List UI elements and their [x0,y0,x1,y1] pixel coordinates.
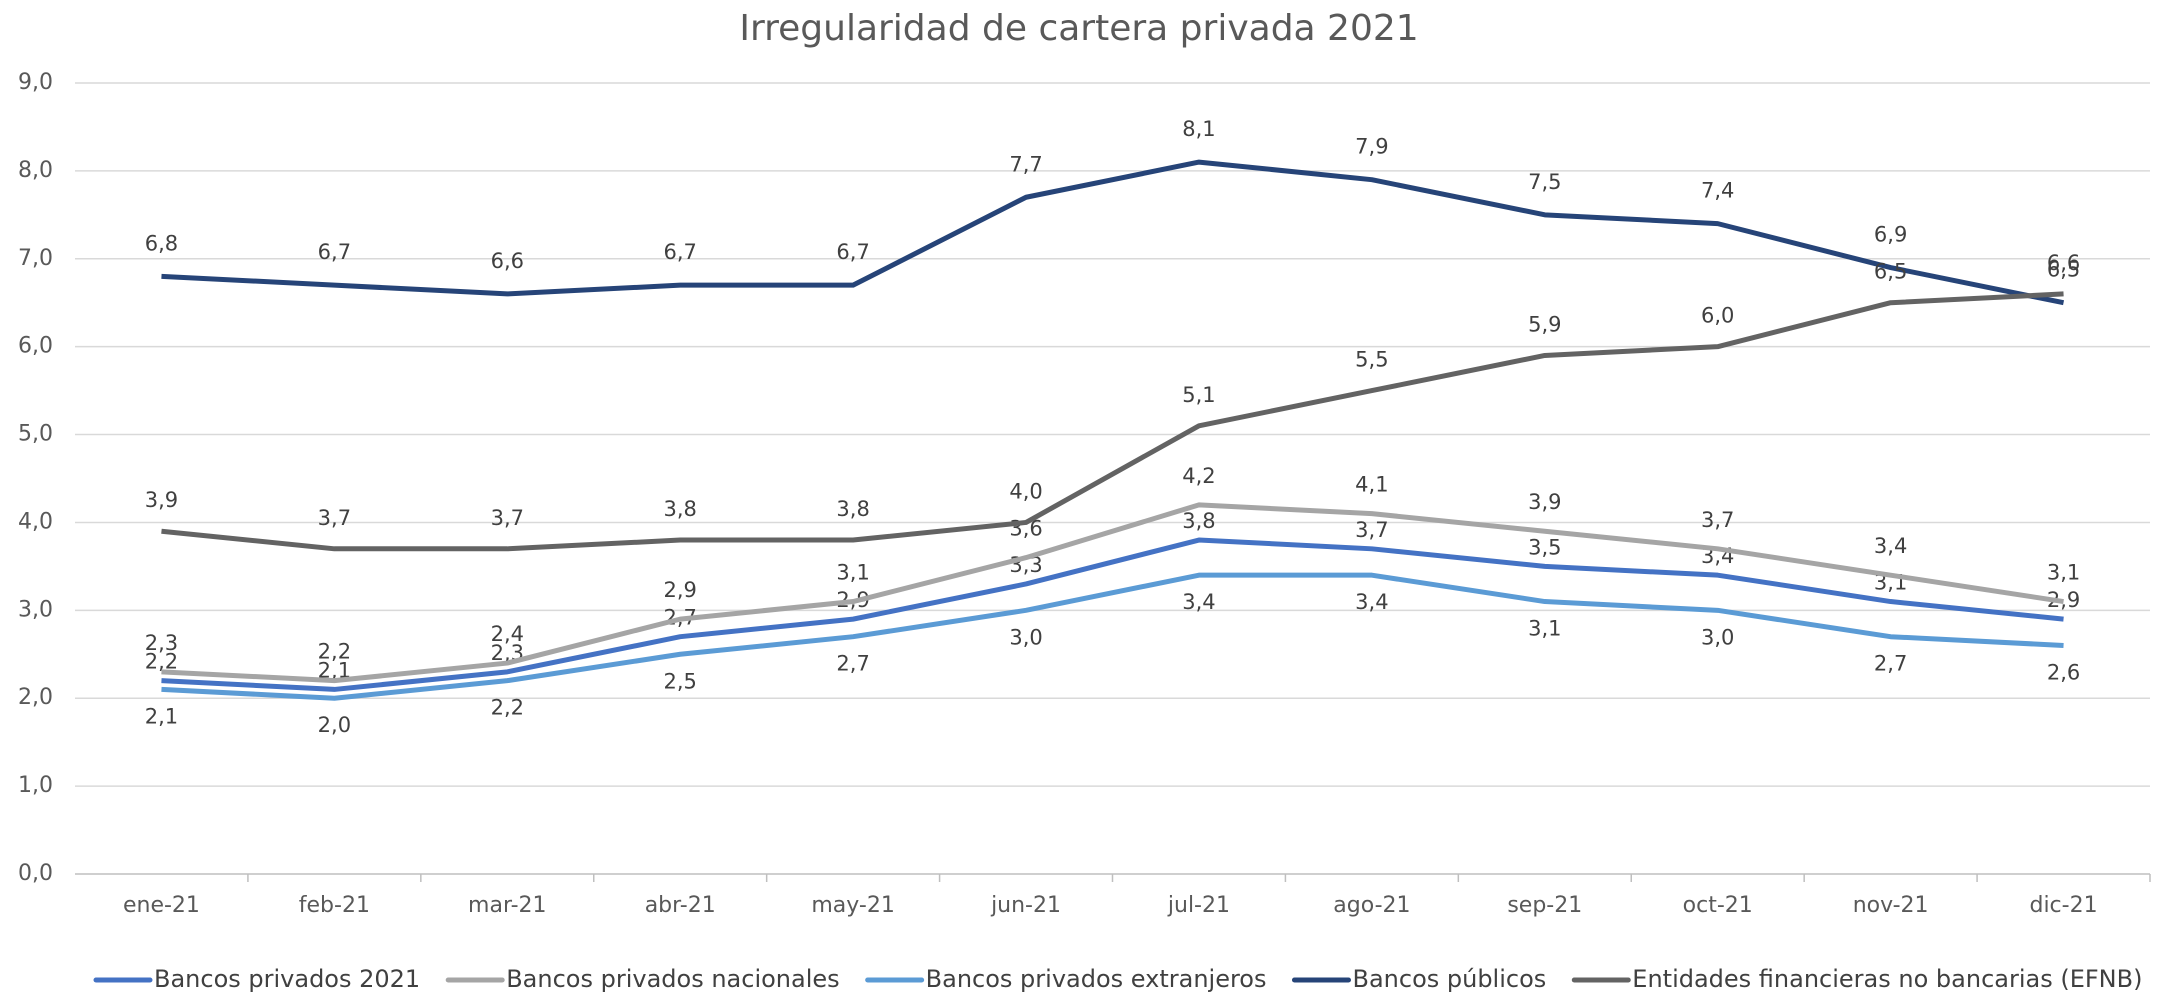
legend-label: Bancos privados nacionales [506,965,839,993]
data-label: 2,5 [664,669,697,693]
data-label: 3,7 [1355,518,1388,542]
series-line [161,572,2064,701]
data-label: 5,9 [1528,312,1561,336]
series-line [161,291,2064,552]
data-label: 7,7 [1009,152,1042,176]
data-label: 6,5 [2047,258,2080,282]
data-label: 2,4 [491,622,524,646]
series-line [161,502,2064,684]
data-label: 6,5 [1874,260,1907,284]
legend-label: Bancos privados extranjeros [926,965,1267,993]
x-tick-label: mar-21 [468,893,546,918]
data-label: 3,1 [836,561,869,585]
data-label: 3,1 [2047,561,2080,585]
legend-label: Bancos privados 2021 [154,965,420,993]
x-tick-label: feb-21 [299,893,370,918]
data-label: 3,4 [1182,590,1215,614]
data-label: 6,7 [318,240,351,264]
y-tick-label: 6,0 [18,334,53,359]
series-line [161,537,2064,692]
x-tick-label: jun-21 [990,893,1061,918]
data-label: 5,5 [1355,348,1388,372]
data-label: 4,2 [1182,464,1215,488]
data-label: 6,7 [836,240,869,264]
y-tick-label: 0,0 [18,861,53,886]
series-line [161,159,2065,306]
chart-title: Irregularidad de cartera privada 2021 [739,8,1418,49]
data-label: 8,1 [1182,117,1215,141]
x-tick-label: abr-21 [645,893,716,918]
data-label: 7,9 [1355,135,1388,159]
data-label: 6,6 [2047,251,2080,275]
data-label: 6,6 [491,249,524,273]
data-label: 7,4 [1701,179,1734,203]
data-label: 3,4 [1874,534,1907,558]
data-label: 3,7 [318,506,351,530]
data-label: 2,1 [145,704,178,728]
data-label: 3,7 [491,506,524,530]
data-label: 2,2 [318,640,351,664]
data-label: 3,8 [1182,509,1215,533]
legend-label: Entidades financieras no bancarias (EFNB… [1632,965,2142,993]
data-label: 3,7 [1701,508,1734,532]
data-label: 5,1 [1182,383,1215,407]
y-tick-label: 3,0 [18,597,53,622]
x-tick-label: ago-21 [1333,893,1410,918]
y-tick-label: 7,0 [18,246,53,271]
y-tick-label: 8,0 [18,158,53,183]
data-label: 2,0 [318,713,351,737]
data-label: 2,9 [664,578,697,602]
data-label: 3,0 [1701,625,1734,649]
y-tick-label: 2,0 [18,685,53,710]
data-label: 2,2 [491,696,524,720]
data-label: 2,7 [1874,652,1907,676]
x-tick-label: nov-21 [1853,893,1929,918]
data-label: 6,0 [1701,304,1734,328]
data-label: 3,8 [664,497,697,521]
x-tick-label: sep-21 [1507,893,1582,918]
data-label: 3,9 [1528,490,1561,514]
x-tick-label: ene-21 [123,893,200,918]
x-tick-label: may-21 [811,893,894,918]
y-tick-label: 5,0 [18,422,53,447]
data-label: 4,1 [1355,473,1388,497]
data-label: 4,0 [1009,479,1042,503]
data-label: 3,0 [1009,625,1042,649]
data-label: 3,9 [145,488,178,512]
x-tick-label: jul-21 [1167,893,1230,918]
data-label: 3,8 [836,497,869,521]
x-tick-label: oct-21 [1683,893,1753,918]
data-label: 6,7 [664,240,697,264]
data-label: 2,7 [836,652,869,676]
data-label: 2,2 [145,650,178,674]
y-tick-label: 1,0 [18,773,53,798]
y-tick-label: 4,0 [18,509,53,534]
x-tick-label: dic-21 [2029,893,2097,918]
data-label: 3,1 [1528,617,1561,641]
data-label: 7,5 [1528,170,1561,194]
y-tick-label: 9,0 [18,70,53,95]
data-label: 2,6 [2047,660,2080,684]
legend-label: Bancos públicos [1352,965,1546,993]
data-label: 6,9 [1874,223,1907,247]
data-label: 3,4 [1355,590,1388,614]
data-label: 6,8 [145,231,178,255]
data-label: 2,3 [145,631,178,655]
data-label: 3,5 [1528,535,1561,559]
